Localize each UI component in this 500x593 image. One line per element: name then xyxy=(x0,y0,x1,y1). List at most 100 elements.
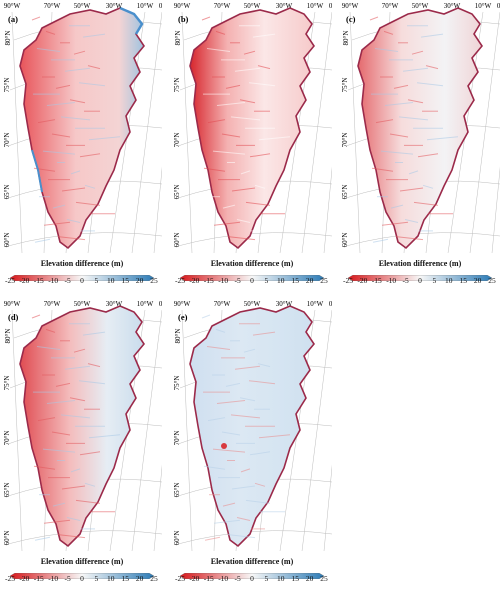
map-panel: 90°W70°W50°W30°W10°W0°10°E80°N75°N70°N65… xyxy=(2,298,162,583)
colorbar-title: Elevation difference (m) xyxy=(40,557,124,566)
colorbar-tick-label: 0 xyxy=(250,574,254,583)
colorbar-tick-label: -10 xyxy=(218,276,229,285)
longitude-label: 90°W xyxy=(342,2,359,10)
latitude-label: 75°N xyxy=(173,78,181,93)
colorbar-tick-label: 25 xyxy=(488,276,496,285)
colorbar-title: Elevation difference (m) xyxy=(210,557,294,566)
longitude-label: 0° xyxy=(329,2,332,10)
latitude-label: 65°N xyxy=(3,483,11,498)
longitude-label: 10°W xyxy=(475,2,492,10)
colorbar-tick-label: 25 xyxy=(150,276,158,285)
colorbar-tick-label: -25 xyxy=(5,276,15,285)
colorbar-tick-label: 0 xyxy=(418,276,422,285)
colorbar-tick-label: -10 xyxy=(386,276,397,285)
colorbar-tick-label: -15 xyxy=(203,276,214,285)
colorbar-tick-label: 15 xyxy=(459,276,467,285)
greenland-map: 90°W70°W50°W30°W10°W0°10°E80°N75°N70°N65… xyxy=(172,0,332,253)
longitude-label: 0° xyxy=(497,2,500,10)
colorbar-tick-label: -20 xyxy=(19,276,30,285)
colorbar-title: Elevation difference (m) xyxy=(40,259,124,268)
latitude-label: 60°N xyxy=(341,233,349,248)
longitude-label: 70°W xyxy=(214,2,231,10)
colorbar-tick-label: 20 xyxy=(305,276,314,285)
longitude-label: 70°W xyxy=(44,2,61,10)
greenland-map: 90°W70°W50°W30°W10°W0°10°E80°N75°N70°N65… xyxy=(172,298,332,551)
colorbar-ticks: -25 -20 -15 -10 -5 0 5 10 15 20 25 xyxy=(172,276,332,286)
red-anomaly xyxy=(221,443,227,449)
colorbar-tick-label: 5 xyxy=(264,574,269,583)
longitude-label: 10°W xyxy=(307,300,324,308)
longitude-label: 0° xyxy=(159,2,162,10)
colorbar-tick-label: -5 xyxy=(64,276,71,285)
longitude-label: 50°W xyxy=(74,2,91,10)
colorbar-tick-label: -5 xyxy=(64,574,71,583)
elevation-texture xyxy=(201,16,291,243)
latitude-label: 75°N xyxy=(341,78,349,93)
longitude-label: 0° xyxy=(159,300,162,308)
longitude-label: 90°W xyxy=(4,300,21,308)
latitude-label: 70°N xyxy=(341,133,349,148)
colorbar-tick-label: -10 xyxy=(218,574,229,583)
colorbar xyxy=(179,268,325,282)
colorbar-tick-label: 5 xyxy=(432,276,437,285)
latitude-label: 60°N xyxy=(3,233,11,248)
longitude-label: 50°W xyxy=(244,300,261,308)
colorbar-tick-label: 10 xyxy=(107,276,115,285)
colorbar-tick-label: -20 xyxy=(19,574,30,583)
longitude-label: 0° xyxy=(329,300,332,308)
colorbar-tick-label: -15 xyxy=(371,276,382,285)
colorbar-tick-label: 5 xyxy=(264,276,269,285)
colorbar xyxy=(9,268,155,282)
longitude-label: 10°W xyxy=(137,300,154,308)
colorbar-tick-label: -20 xyxy=(189,574,200,583)
colorbar-tick-label: 0 xyxy=(80,276,84,285)
elevation-texture xyxy=(31,16,121,243)
longitude-label: 30°W xyxy=(276,2,293,10)
coastal-fringe xyxy=(31,149,43,193)
colorbar-tick-label: 20 xyxy=(473,276,482,285)
longitude-label: 10°W xyxy=(307,2,324,10)
latitude-label: 80°N xyxy=(4,31,12,46)
colorbar-tick-label: 5 xyxy=(94,276,99,285)
colorbar-tick-label: -10 xyxy=(48,276,59,285)
colorbar-tick-label: -15 xyxy=(33,276,44,285)
longitude-label: 90°W xyxy=(174,300,191,308)
colorbar-tick-label: 25 xyxy=(320,574,328,583)
map-panel: 90°W70°W50°W30°W10°W0°10°E80°N75°N70°N65… xyxy=(2,0,162,286)
longitude-label: 90°W xyxy=(174,2,191,10)
colorbar-tick-label: 20 xyxy=(135,574,144,583)
colorbar-tick-label: -20 xyxy=(357,276,368,285)
colorbar-tick-label: 25 xyxy=(320,276,328,285)
latitude-label: 75°N xyxy=(173,376,181,391)
panel-label: (b) xyxy=(178,14,189,24)
colorbar-tick-label: 10 xyxy=(277,574,285,583)
longitude-label: 30°W xyxy=(106,2,123,10)
colorbar-tick-label: -25 xyxy=(175,276,185,285)
colorbar-tick-label: 0 xyxy=(80,574,84,583)
colorbar-tick-label: -5 xyxy=(234,276,241,285)
colorbar-tick-label: 15 xyxy=(121,276,129,285)
latitude-label: 75°N xyxy=(3,376,11,391)
latitude-label: 70°N xyxy=(3,133,11,148)
colorbar-title: Elevation difference (m) xyxy=(378,259,462,268)
longitude-label: 50°W xyxy=(244,2,261,10)
greenland-map: 90°W70°W50°W30°W10°W0°10°E80°N75°N70°N65… xyxy=(340,0,500,253)
latitude-label: 75°N xyxy=(3,78,11,93)
colorbar xyxy=(347,268,493,282)
colorbar-tick-label: 20 xyxy=(305,574,314,583)
colorbar-tick-label: -5 xyxy=(402,276,409,285)
panel-label: (e) xyxy=(178,312,188,322)
colorbar xyxy=(179,566,325,580)
latitude-label: 70°N xyxy=(173,133,181,148)
elevation-texture xyxy=(369,16,459,243)
panel-label: (a) xyxy=(8,14,18,24)
longitude-label: 70°W xyxy=(44,300,61,308)
colorbar-tick-label: 20 xyxy=(135,276,144,285)
longitude-label: 70°W xyxy=(382,2,399,10)
latitude-label: 70°N xyxy=(173,431,181,446)
colorbar-ticks: -25 -20 -15 -10 -5 0 5 10 15 20 25 xyxy=(2,276,162,286)
latitude-label: 60°N xyxy=(173,531,181,546)
latitude-label: 60°N xyxy=(3,531,11,546)
panel-label: (c) xyxy=(346,14,356,24)
panel-label: (d) xyxy=(8,312,19,322)
